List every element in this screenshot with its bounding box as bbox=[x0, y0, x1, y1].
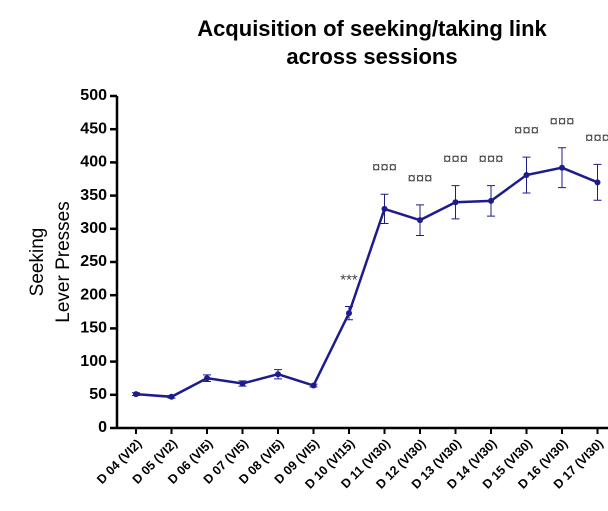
chart-title: Acquisition of seeking/taking link bbox=[197, 16, 547, 41]
point bbox=[523, 172, 530, 179]
y-tick-label: 500 bbox=[80, 87, 107, 104]
y-tick-label: 250 bbox=[80, 253, 107, 270]
point bbox=[310, 382, 317, 389]
point bbox=[133, 391, 139, 398]
annotation: ¤¤¤ bbox=[478, 151, 503, 168]
y-tick-label: 350 bbox=[80, 187, 107, 204]
y-tick-label: 450 bbox=[80, 120, 107, 137]
y-tick-label: 0 bbox=[98, 419, 107, 436]
annotation: ¤¤¤ bbox=[549, 113, 574, 130]
point bbox=[168, 393, 175, 400]
annotation: ¤¤¤ bbox=[443, 151, 468, 168]
point bbox=[488, 197, 494, 204]
chart-title: across sessions bbox=[286, 44, 457, 69]
annotation: ¤¤¤ bbox=[585, 129, 608, 146]
point bbox=[559, 164, 565, 171]
point bbox=[204, 375, 210, 382]
annotation: ¤¤¤ bbox=[407, 170, 432, 187]
point bbox=[275, 371, 281, 378]
point bbox=[239, 380, 246, 387]
point bbox=[452, 199, 459, 206]
annotation: ¤¤¤ bbox=[514, 122, 539, 139]
y-tick-label: 400 bbox=[80, 154, 107, 171]
annotation: ¤¤¤ bbox=[372, 159, 397, 176]
y-tick-label: 100 bbox=[80, 353, 107, 370]
point bbox=[346, 310, 352, 317]
point bbox=[417, 217, 423, 224]
y-tick-label: 200 bbox=[80, 286, 107, 303]
point bbox=[381, 205, 388, 212]
line bbox=[135, 166, 598, 399]
y-tick-label: 300 bbox=[80, 220, 107, 237]
y-tick-label: 50 bbox=[89, 386, 107, 403]
y-axis-label: Lever Presses bbox=[53, 201, 74, 322]
point bbox=[594, 179, 601, 186]
y-axis-label: Seeking bbox=[27, 228, 48, 297]
y-tick-label: 150 bbox=[80, 320, 107, 337]
annotation: *** bbox=[340, 271, 358, 288]
